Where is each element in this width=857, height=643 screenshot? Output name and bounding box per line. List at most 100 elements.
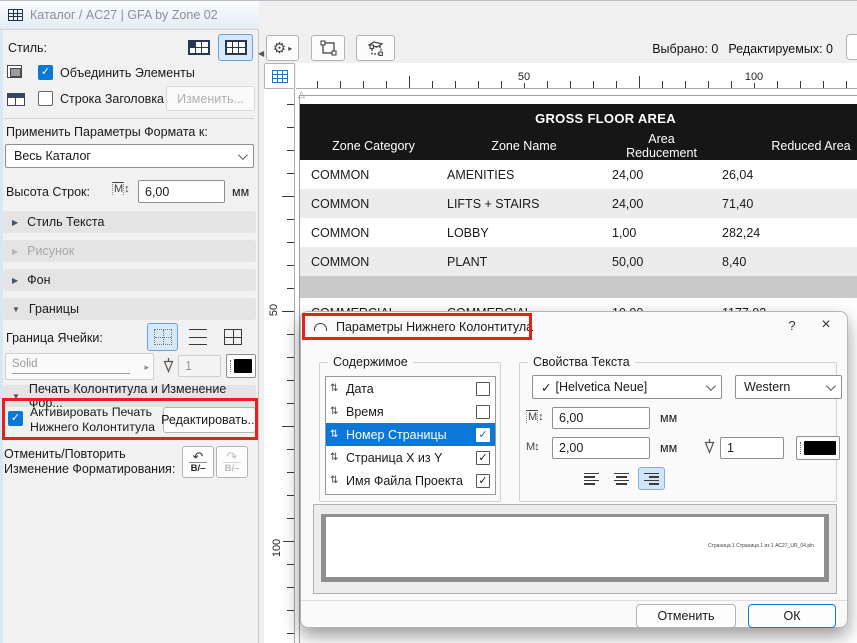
activate-footer-checkbox[interactable]: ✓ [8, 411, 23, 426]
drag-handle-icon[interactable]: ⇅ [330, 452, 339, 463]
text-pen-input[interactable] [720, 437, 784, 459]
row-height-label: Высота Строк: [6, 185, 90, 199]
table-row[interactable]: COMMON LOBBY 1,00 282,24 [311, 225, 761, 240]
table-separator-row [300, 276, 857, 298]
content-group: Содержимое ⇅ Дата ⇅ Время ⇅ Номер Страни… [319, 355, 501, 502]
toolbar-overflow-button[interactable] [846, 34, 857, 60]
pen-icon [704, 439, 715, 454]
font-value: [Helvetica Neue] [555, 380, 648, 394]
pen-pattern-icon [230, 360, 232, 372]
project-file-checkbox[interactable]: ✓ [476, 473, 490, 488]
edit-header-button[interactable]: Изменить... [166, 86, 255, 111]
marquee-icon [320, 40, 337, 55]
time-checkbox[interactable] [476, 404, 490, 419]
gfa-schedule-table[interactable]: GROSS FLOOR AREA Zone Category Zone Name… [300, 104, 857, 327]
border-pen-swatch[interactable] [226, 354, 256, 378]
ruler-origin-button[interactable] [264, 63, 295, 89]
row-height-unit: мм [232, 185, 250, 199]
schedule-icon [8, 9, 23, 21]
page-x-of-y-checkbox[interactable]: ✓ [476, 450, 490, 465]
expanded-triangle-icon: ▼ [12, 391, 20, 401]
horizontal-ruler[interactable]: 50 100 [296, 63, 857, 89]
v-ruler-label-50: 50 [268, 301, 281, 319]
divider [4, 118, 254, 119]
drag-handle-icon[interactable]: ⇅ [330, 429, 339, 440]
table-title: GROSS FLOOR AREA [300, 104, 857, 132]
content-group-label: Содержимое [328, 355, 413, 369]
all-borders-icon [223, 329, 242, 345]
vertical-ruler[interactable]: 50 100 [264, 89, 295, 643]
text-pen-swatch[interactable] [796, 436, 840, 460]
redo-formatting-button[interactable]: ↷ B/– [216, 446, 248, 478]
drag-handle-icon[interactable]: ⇅ [330, 406, 339, 417]
merge-items-icon [7, 65, 25, 80]
select-area-button[interactable] [311, 35, 345, 61]
panel-collapse-icon[interactable]: ◀ [258, 49, 265, 58]
align-center-button[interactable] [608, 467, 635, 490]
drag-handle-icon[interactable]: ⇅ [330, 475, 339, 486]
selection-status: Выбрано: 0 Редактируемых: 0 [652, 42, 833, 56]
edit-footer-button[interactable]: Редактировать... [161, 407, 258, 433]
script-select[interactable]: Western [735, 375, 842, 399]
help-button[interactable]: ? [788, 318, 796, 333]
list-item-project-file-name[interactable]: ⇅ Имя Файла Проекта ✓ [326, 469, 495, 492]
section-text-style[interactable]: ▶ Стиль Текста [3, 211, 256, 233]
editable-count: Редактируемых: 0 [728, 42, 833, 56]
table-style-2-icon [224, 40, 247, 55]
col-header: Zone Category [300, 132, 436, 160]
table-header-row: Zone Category Zone Name Area Reducement … [300, 132, 857, 160]
style-variant-2-button[interactable] [218, 34, 253, 61]
text-size-input[interactable] [552, 407, 650, 429]
header-row-checkbox[interactable] [38, 91, 53, 106]
page-number-checkbox[interactable]: ✓ [476, 427, 490, 442]
date-checkbox[interactable] [476, 381, 490, 396]
section-background[interactable]: ▶ Фон [3, 269, 256, 291]
text-offset-input[interactable] [552, 437, 650, 459]
table-row[interactable]: COMMON LIFTS + STAIRS 24,00 71,40 [300, 189, 857, 218]
list-item-page-x-of-y[interactable]: ⇅ Страница X из Y ✓ [326, 446, 495, 469]
row-height-input[interactable] [138, 180, 225, 203]
panel-titlebar: Каталог / AC27 | GFA by Zone 02 [0, 1, 259, 30]
apply-scope-select[interactable]: Весь Каталог [5, 144, 254, 168]
border-all-button[interactable] [217, 323, 248, 351]
col-header: Reduced Area [711, 132, 857, 160]
select-element-button[interactable] [356, 35, 395, 61]
list-item-time[interactable]: ⇅ Время [326, 400, 495, 423]
apply-format-label: Применить Параметры Формата к: [6, 125, 208, 139]
cancel-button[interactable]: Отменить [636, 604, 736, 628]
footer-items-list[interactable]: ⇅ Дата ⇅ Время ⇅ Номер Страницы ✓ ⇅ Стра… [325, 376, 496, 495]
list-item-date[interactable]: ⇅ Дата [326, 377, 495, 400]
preview-footer-text: Страница 1 Страница 1 из 1 AC27_UR_04.pl… [708, 543, 814, 549]
footer-preview: Страница 1 Страница 1 из 1 AC27_UR_04.pl… [313, 504, 837, 594]
table-row[interactable]: COMMON PLANT 50,00 8,40 [300, 247, 857, 276]
collapsed-triangle-icon: ▶ [12, 275, 19, 285]
redo-arrow-icon: ↷ [226, 448, 238, 464]
cell-border-label: Граница Ячейки: [6, 331, 103, 345]
table-row[interactable]: COMMON AMENITIES 24,00 26,04 [311, 167, 754, 182]
close-icon[interactable]: × [821, 316, 831, 333]
style-variant-1-button[interactable] [181, 34, 216, 61]
font-select[interactable]: ✓ [Helvetica Neue] [532, 375, 722, 399]
border-horizontal-button[interactable] [182, 323, 213, 351]
text-offset-unit: мм [660, 441, 678, 455]
drag-handle-icon[interactable]: ⇅ [330, 383, 339, 394]
align-left-button[interactable] [578, 467, 605, 490]
expanded-triangle-icon: ▼ [12, 304, 20, 314]
align-right-button[interactable] [638, 467, 665, 490]
pen-weight-input[interactable] [178, 355, 221, 377]
line-type-select[interactable]: Solid ▸ [5, 353, 154, 380]
dialog-titlebar[interactable]: Параметры Нижнего Колонтитула [301, 312, 847, 342]
section-drawing[interactable]: ▶ Рисунок [3, 240, 256, 262]
settings-flyout-button[interactable]: ⚙ ▸ [266, 35, 299, 61]
pen-color-black [234, 359, 252, 373]
undo-formatting-button[interactable]: ↶ B/– [182, 446, 214, 478]
merge-items-checkbox[interactable]: ✓ [38, 65, 53, 80]
ok-button[interactable]: ОК [748, 604, 836, 628]
text-properties-group: Свойства Текста ✓ [Helvetica Neue] Weste… [519, 355, 842, 502]
section-borders[interactable]: ▼ Границы [3, 298, 256, 320]
merge-items-label: Объединить Элементы [60, 66, 195, 80]
list-item-page-number[interactable]: ⇅ Номер Страницы ✓ [326, 423, 495, 446]
border-dotted-button[interactable] [147, 323, 178, 351]
chevron-down-icon [237, 149, 248, 160]
